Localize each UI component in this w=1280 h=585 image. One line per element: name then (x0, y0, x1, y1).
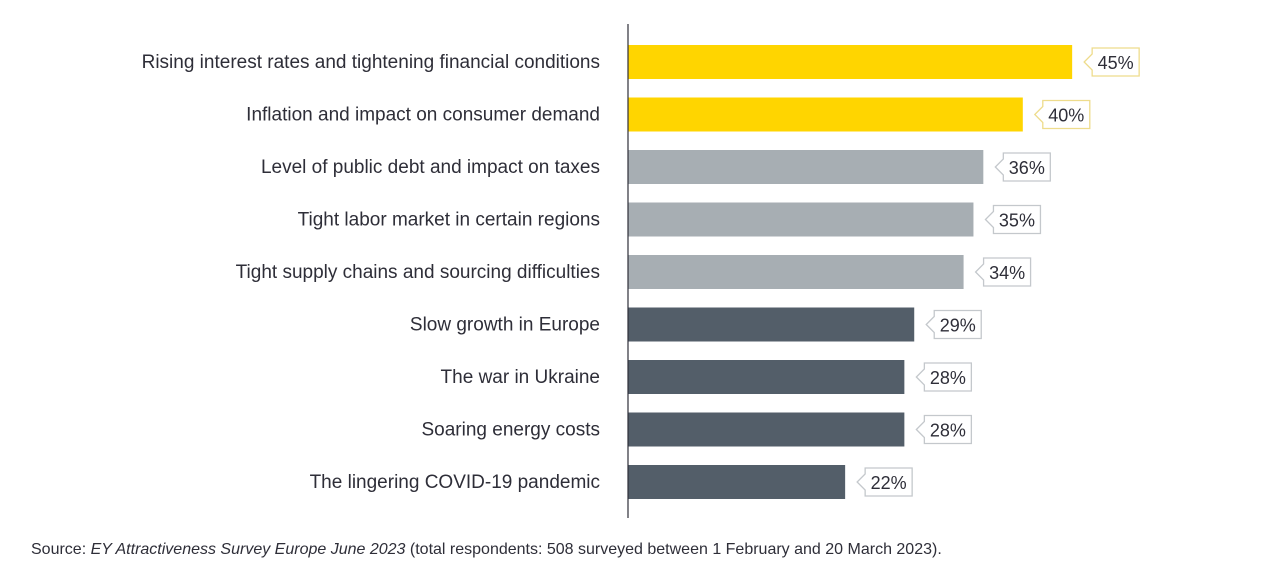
data-label: 36% (1009, 158, 1045, 178)
source-prefix: Source: (31, 541, 91, 558)
bar (628, 45, 1073, 79)
data-label: 45% (1098, 53, 1134, 73)
bar (628, 465, 846, 499)
data-label-callout (915, 414, 973, 445)
bar (628, 202, 974, 237)
bar (628, 412, 905, 447)
source-note: Source: EY Attractiveness Survey Europe … (31, 541, 942, 559)
bar (628, 307, 915, 342)
category-label: Level of public debt and impact on taxes (261, 157, 600, 178)
category-label: Tight supply chains and sourcing difficu… (236, 262, 600, 283)
data-label: 29% (940, 316, 976, 336)
data-label-callout (915, 362, 973, 392)
category-label: The war in Ukraine (441, 367, 600, 388)
data-label-callout (994, 152, 1051, 182)
data-label-callout (1033, 99, 1091, 130)
category-label: Tight labor market in certain regions (298, 210, 600, 231)
data-label: 35% (999, 211, 1035, 231)
data-label: 28% (930, 368, 966, 388)
data-label-callout (984, 204, 1042, 235)
category-label: Soaring energy costs (422, 420, 601, 441)
data-label: 34% (989, 263, 1025, 283)
category-label: Rising interest rates and tightening fin… (142, 52, 600, 73)
bar (628, 360, 905, 394)
source-suffix: (total respondents: 508 surveyed between… (405, 541, 942, 558)
category-label: Slow growth in Europe (410, 315, 600, 336)
data-label: 28% (930, 421, 966, 441)
bar (628, 255, 964, 289)
data-label: 22% (871, 473, 907, 493)
source-title: EY Attractiveness Survey Europe June 202… (90, 541, 406, 558)
data-label-callout (925, 309, 982, 340)
category-label: The lingering COVID-19 pandemic (310, 472, 600, 493)
bar-chart: Rising interest rates and tightening fin… (142, 24, 1140, 518)
data-label-callout (974, 257, 1032, 287)
category-label: Inflation and impact on consumer demand (246, 105, 600, 126)
bar (628, 150, 984, 184)
data-label-callout (1083, 47, 1140, 77)
bar (628, 97, 1023, 132)
data-label: 40% (1048, 106, 1084, 126)
data-label-callout (856, 467, 913, 497)
